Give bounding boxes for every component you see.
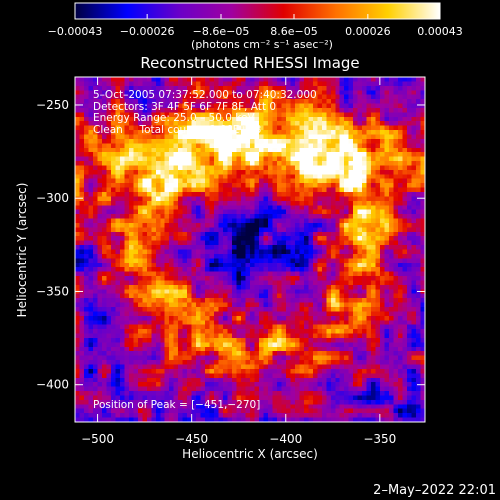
y-tick-label: −350 <box>36 284 69 298</box>
plot-frame <box>74 76 426 423</box>
colorbar: −0.00043 −0.00026 −8.6e−05 8.6e−05 0.00026 0.… <box>48 2 463 51</box>
y-axis-label: Heliocentric Y (arcsec) <box>15 183 29 318</box>
y-axis-ticks: −250 −300 −350 −400 <box>36 98 425 392</box>
x-tick-label: −450 <box>175 432 208 446</box>
x-axis-ticks: −500 −450 −400 −350 <box>81 77 396 446</box>
y-tick-label: −400 <box>36 378 69 392</box>
y-tick-label: −250 <box>36 98 69 112</box>
colorbar-tick-label: 0.00043 <box>417 25 463 38</box>
heatmap <box>75 77 425 422</box>
colorbar-tick-label: 8.6e−05 <box>270 25 317 38</box>
x-tick-label: −400 <box>269 432 302 446</box>
x-tick-label: −350 <box>363 432 396 446</box>
annotation-peak-position: Position of Peak = [−451,−270] <box>93 399 260 411</box>
annotations: 5–Oct–2005 07:37:52.000 to 07:40:32.000 … <box>93 89 317 411</box>
heatmap-image <box>75 77 425 422</box>
annotation-detectors: Detectors: 3F 4F 5F 6F 7F 8F, Att 0 <box>93 101 276 113</box>
axes: −500 −450 −400 −350 −250 −300 −350 −400 Helioc… <box>15 76 426 461</box>
colorbar-tick-label: 0.00026 <box>345 25 391 38</box>
colorbar-tick-label: −0.00026 <box>120 25 175 38</box>
annotation-counts: Clean Total counts: 3.66E+03 <box>93 124 262 136</box>
chart-title: Reconstructed RHESSI Image <box>140 54 359 72</box>
colorbar-ticks: −0.00043 −0.00026 −8.6e−05 8.6e−05 0.00026 0.… <box>48 14 463 38</box>
footer-timestamp: 2–May–2022 22:01 <box>373 483 496 498</box>
colorbar-unit-label: (photons cm⁻² s⁻¹ asec⁻²) <box>191 38 333 51</box>
y-tick-label: −300 <box>36 191 69 205</box>
colorbar-tick-label: −0.00043 <box>48 25 103 38</box>
x-axis-label: Heliocentric X (arcsec) <box>182 447 318 461</box>
colorbar-tick-label: −8.6e−05 <box>193 25 250 38</box>
x-tick-label: −500 <box>81 432 114 446</box>
colorbar-bar <box>74 2 441 20</box>
annotation-energy-range: Energy Range: 25.0 – 50.0 keV <box>93 112 255 124</box>
annotation-time-range: 5–Oct–2005 07:37:52.000 to 07:40:32.000 <box>93 89 317 101</box>
